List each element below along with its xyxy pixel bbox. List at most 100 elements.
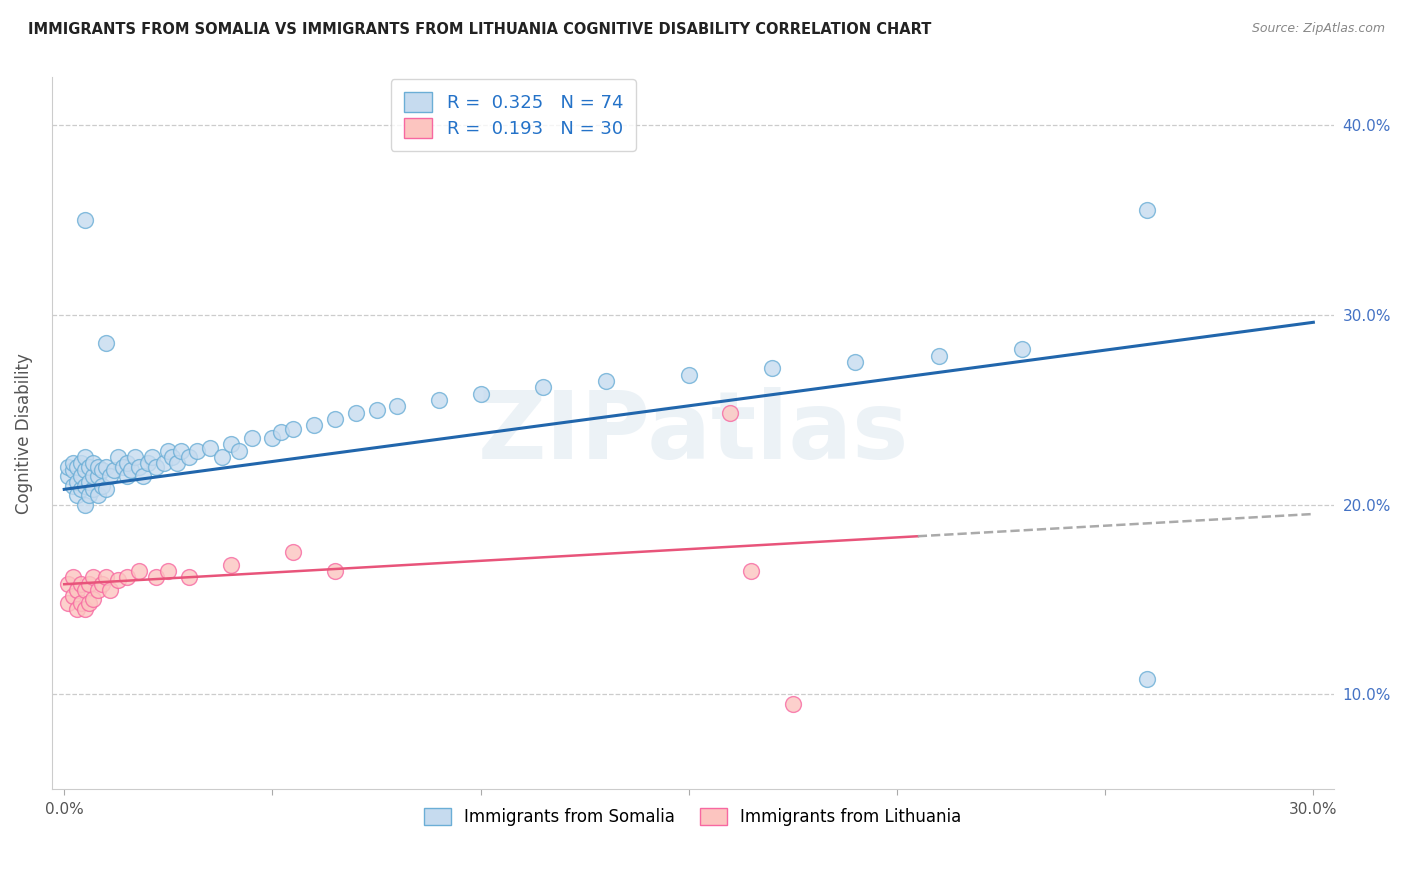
Point xyxy=(94,569,117,583)
Point xyxy=(82,456,104,470)
Point xyxy=(179,569,201,583)
Point xyxy=(153,456,176,470)
Point xyxy=(86,488,108,502)
Point xyxy=(136,456,159,470)
Point xyxy=(82,592,104,607)
Point xyxy=(70,456,93,470)
Point xyxy=(761,360,783,375)
Point xyxy=(157,444,180,458)
Point xyxy=(66,488,89,502)
Point xyxy=(115,469,138,483)
Point xyxy=(70,483,93,497)
Point xyxy=(531,380,554,394)
Point xyxy=(595,374,617,388)
Point xyxy=(1136,203,1159,218)
Point xyxy=(228,444,250,458)
Point xyxy=(186,444,208,458)
Point xyxy=(77,488,100,502)
Point xyxy=(77,459,100,474)
Point xyxy=(344,406,367,420)
Point xyxy=(62,478,84,492)
Point xyxy=(782,697,804,711)
Point xyxy=(77,577,100,591)
Y-axis label: Cognitive Disability: Cognitive Disability xyxy=(15,353,32,514)
Point xyxy=(73,463,96,477)
Point xyxy=(128,459,150,474)
Point xyxy=(1011,342,1033,356)
Point xyxy=(86,469,108,483)
Point xyxy=(86,582,108,597)
Text: IMMIGRANTS FROM SOMALIA VS IMMIGRANTS FROM LITHUANIA COGNITIVE DISABILITY CORREL: IMMIGRANTS FROM SOMALIA VS IMMIGRANTS FR… xyxy=(28,22,932,37)
Point xyxy=(103,463,125,477)
Point xyxy=(73,602,96,616)
Point xyxy=(141,450,163,464)
Point xyxy=(132,469,155,483)
Point xyxy=(124,450,146,464)
Point xyxy=(928,350,950,364)
Point xyxy=(323,412,346,426)
Point xyxy=(98,469,121,483)
Point xyxy=(145,569,167,583)
Point xyxy=(211,450,233,464)
Point xyxy=(427,393,450,408)
Point xyxy=(94,336,117,351)
Point xyxy=(283,545,305,559)
Point xyxy=(283,421,305,435)
Point xyxy=(73,478,96,492)
Point xyxy=(94,483,117,497)
Point xyxy=(270,425,292,440)
Point xyxy=(111,459,134,474)
Point xyxy=(62,463,84,477)
Point xyxy=(62,456,84,470)
Point xyxy=(740,564,762,578)
Point xyxy=(94,459,117,474)
Point xyxy=(115,569,138,583)
Point xyxy=(157,564,180,578)
Point xyxy=(240,431,263,445)
Point xyxy=(73,498,96,512)
Point xyxy=(58,596,80,610)
Point xyxy=(66,602,89,616)
Point xyxy=(302,417,325,432)
Point xyxy=(387,399,409,413)
Point xyxy=(90,577,112,591)
Point xyxy=(90,478,112,492)
Point xyxy=(70,469,93,483)
Point xyxy=(82,483,104,497)
Point xyxy=(77,596,100,610)
Point xyxy=(219,436,242,450)
Point xyxy=(107,450,129,464)
Point xyxy=(366,402,388,417)
Point xyxy=(58,469,80,483)
Text: Source: ZipAtlas.com: Source: ZipAtlas.com xyxy=(1251,22,1385,36)
Point xyxy=(179,450,201,464)
Point xyxy=(73,582,96,597)
Point xyxy=(86,459,108,474)
Point xyxy=(58,577,80,591)
Point xyxy=(720,406,742,420)
Point xyxy=(77,475,100,489)
Point xyxy=(219,558,242,573)
Point xyxy=(262,431,284,445)
Point xyxy=(66,459,89,474)
Point xyxy=(73,212,96,227)
Point xyxy=(128,564,150,578)
Point xyxy=(323,564,346,578)
Point xyxy=(62,569,84,583)
Point xyxy=(170,444,193,458)
Point xyxy=(58,459,80,474)
Point xyxy=(66,475,89,489)
Point xyxy=(62,589,84,603)
Point xyxy=(107,574,129,588)
Point xyxy=(1136,672,1159,686)
Text: ZIPatlas: ZIPatlas xyxy=(477,387,908,479)
Point xyxy=(120,463,142,477)
Point xyxy=(470,387,492,401)
Point xyxy=(678,368,700,383)
Point xyxy=(82,469,104,483)
Point xyxy=(82,569,104,583)
Point xyxy=(90,463,112,477)
Point xyxy=(73,450,96,464)
Point xyxy=(115,456,138,470)
Point xyxy=(70,577,93,591)
